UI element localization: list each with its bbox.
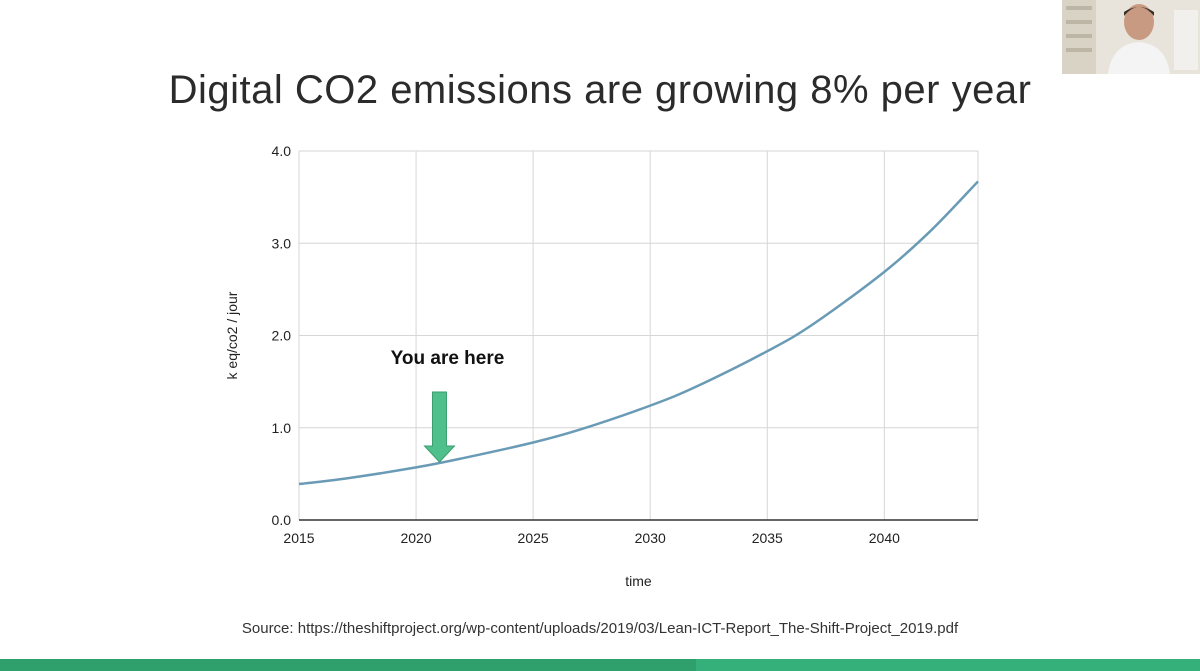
x-tick-label: 2020: [400, 530, 431, 546]
x-tick-label: 2035: [752, 530, 783, 546]
x-axis-label: time: [625, 573, 652, 589]
annotation-text: You are here: [391, 348, 505, 369]
chart-axes: 2015 2020 2025 2030 2035 2040 0.0 1.0 2.0 3.0 4.0 t…: [224, 143, 978, 589]
y-tick-label: 4.0: [272, 143, 292, 159]
y-tick-label: 0.0: [272, 512, 292, 528]
y-tick-label: 3.0: [272, 235, 292, 251]
y-axis-label: k eq/co2 / jour: [224, 291, 240, 379]
slide-title: Digital CO2 emissions are growing 8% per…: [168, 68, 1032, 112]
source-citation: Source: https://theshiftproject.org/wp-c…: [241, 620, 959, 637]
x-tick-label: 2030: [635, 530, 666, 546]
video-progress-bar[interactable]: [0, 659, 696, 671]
x-tick-label: 2040: [869, 530, 900, 546]
presenter-webcam-icon: [1062, 0, 1200, 74]
x-tick-label: 2025: [518, 530, 549, 546]
chart-grid: [298, 150, 979, 521]
x-tick-label: 2015: [283, 530, 314, 546]
presenter-webcam-thumbnail[interactable]: [1062, 0, 1200, 74]
down-arrow-icon: [423, 391, 456, 463]
chart-series: [298, 180, 979, 486]
chart-annotations: You are here: [391, 348, 505, 463]
y-tick-label: 1.0: [272, 420, 292, 436]
series-line: [298, 180, 979, 486]
y-tick-label: 2.0: [272, 328, 292, 344]
